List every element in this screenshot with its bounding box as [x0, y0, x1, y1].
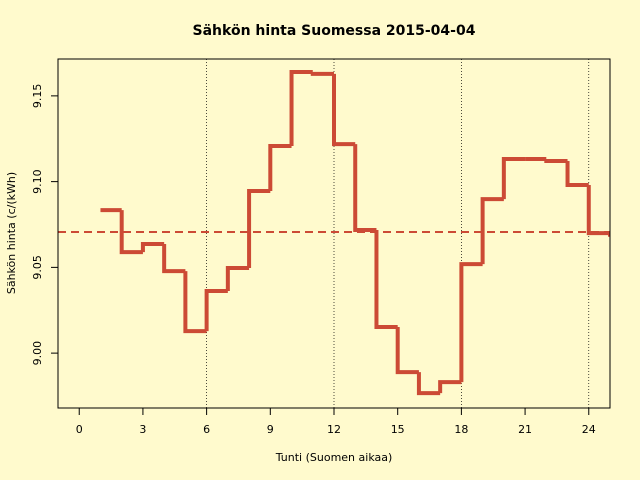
x-tick-label: 12	[327, 423, 341, 436]
step-segment	[586, 185, 610, 236]
step-segment	[247, 189, 271, 269]
step-segment	[310, 71, 334, 76]
step-segment	[544, 158, 568, 164]
step-segment	[289, 70, 313, 146]
step-segment	[480, 197, 504, 265]
step-segment	[438, 380, 462, 394]
y-axis-label: Sähkön hinta (c/(kWh)	[5, 172, 18, 294]
step-segment	[162, 244, 186, 274]
step-segment	[140, 242, 165, 253]
step-segment	[501, 156, 526, 200]
x-tick-label: 24	[582, 423, 596, 436]
x-axis-label: Tunti (Suomen aikaa)	[275, 451, 393, 464]
plot-area	[58, 59, 610, 408]
step-segment	[353, 144, 377, 232]
step-segment	[183, 271, 207, 334]
step-segment	[459, 262, 483, 383]
y-tick-label: 9.00	[31, 341, 44, 366]
step-segment	[416, 372, 441, 396]
chart-title: Sähkön hinta Suomessa 2015-04-04	[193, 23, 476, 39]
step-segment	[204, 289, 228, 332]
x-tick-label: 3	[139, 423, 146, 436]
y-tick-label: 9.05	[31, 255, 44, 280]
step-segment	[565, 161, 589, 188]
step-segment	[225, 266, 250, 292]
step-segment	[374, 229, 398, 330]
y-tick-label: 9.10	[31, 169, 44, 194]
y-tick-label: 9.15	[31, 84, 44, 109]
x-tick-label: 6	[203, 423, 210, 436]
x-tick-label: 15	[391, 423, 405, 436]
x-tick-label: 0	[76, 423, 83, 436]
step-segment	[268, 143, 292, 192]
step-segment	[332, 73, 356, 147]
step-segment	[395, 327, 419, 375]
x-tick-label: 9	[267, 423, 274, 436]
x-tick-label: 18	[454, 423, 468, 436]
step-segment	[119, 210, 143, 255]
x-tick-label: 21	[518, 423, 532, 436]
